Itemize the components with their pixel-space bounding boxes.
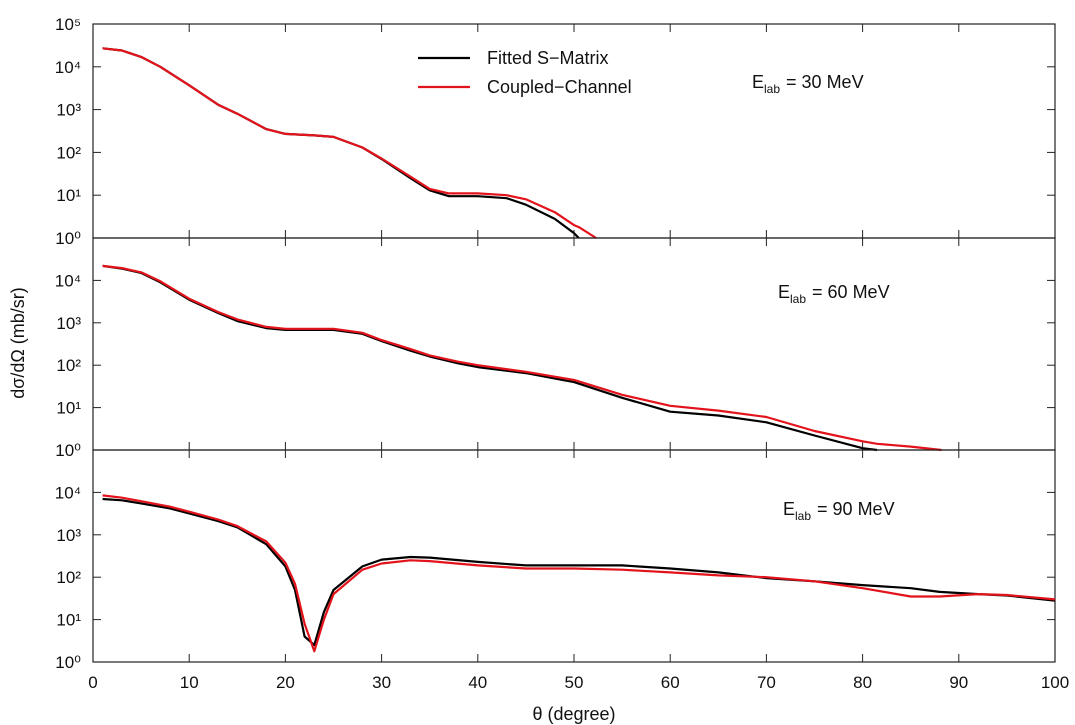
- y-tick-label: 10¹: [56, 186, 81, 205]
- y-tick-label: 10¹: [56, 399, 81, 418]
- y-tick-label: 10³: [56, 526, 81, 545]
- x-tick-label: 40: [468, 673, 487, 692]
- y-tick-label: 10⁰: [55, 653, 81, 672]
- legend-label: Coupled−Channel: [487, 77, 632, 97]
- annotation-sub: lab: [764, 82, 780, 96]
- series-line: [102, 494, 1056, 653]
- y-axis-label: dσ/dΩ (mb/sr): [8, 287, 28, 399]
- y-tick-label: 10⁴: [55, 483, 81, 502]
- x-tick-label: 90: [949, 673, 968, 692]
- annotation-main: E: [752, 72, 764, 92]
- annotation-rest: = 90 MeV: [817, 499, 895, 519]
- x-tick-label: 50: [565, 673, 584, 692]
- y-tick-label: 10²: [56, 356, 81, 375]
- series-line: [102, 497, 1056, 647]
- series-line: [102, 264, 878, 452]
- x-tick-label: 30: [372, 673, 391, 692]
- x-tick-label: 10: [180, 673, 199, 692]
- annotation: Elab = 60 MeV: [778, 282, 890, 306]
- y-tick-label: 10³: [56, 314, 81, 333]
- annotation: Elab = 30 MeV: [752, 72, 864, 96]
- annotation-rest: = 30 MeV: [786, 72, 864, 92]
- x-tick-label: 0: [88, 673, 97, 692]
- y-tick-label: 10⁴: [55, 58, 81, 77]
- y-tick-label: 10⁴: [55, 271, 81, 290]
- annotation-sub: lab: [795, 509, 811, 523]
- x-tick-label: 80: [853, 673, 872, 692]
- plot-frame: [92, 237, 1056, 451]
- x-tick-label: 70: [757, 673, 776, 692]
- y-tick-label: 10⁵: [55, 15, 81, 34]
- y-tick-label: 10²: [56, 143, 81, 162]
- annotation-main: E: [783, 499, 795, 519]
- y-tick-label: 10⁰: [55, 441, 81, 460]
- series-line: [102, 264, 942, 452]
- y-tick-label: 10¹: [56, 611, 81, 630]
- x-tick-label: 100: [1041, 673, 1069, 692]
- annotation-sub: lab: [790, 292, 806, 306]
- y-tick-label: 10⁰: [55, 229, 81, 248]
- annotation: Elab = 90 MeV: [783, 499, 895, 523]
- series-line: [102, 47, 597, 239]
- x-tick-label: 20: [276, 673, 295, 692]
- annotation-main: E: [778, 282, 790, 302]
- x-axis-label: θ (degree): [532, 704, 615, 724]
- y-tick-label: 10²: [56, 568, 81, 587]
- x-tick-label: 60: [661, 673, 680, 692]
- annotation-rest: = 60 MeV: [812, 282, 890, 302]
- plot-frame: [92, 449, 1056, 663]
- legend-label: Fitted S−Matrix: [487, 48, 609, 68]
- y-tick-label: 10³: [56, 101, 81, 120]
